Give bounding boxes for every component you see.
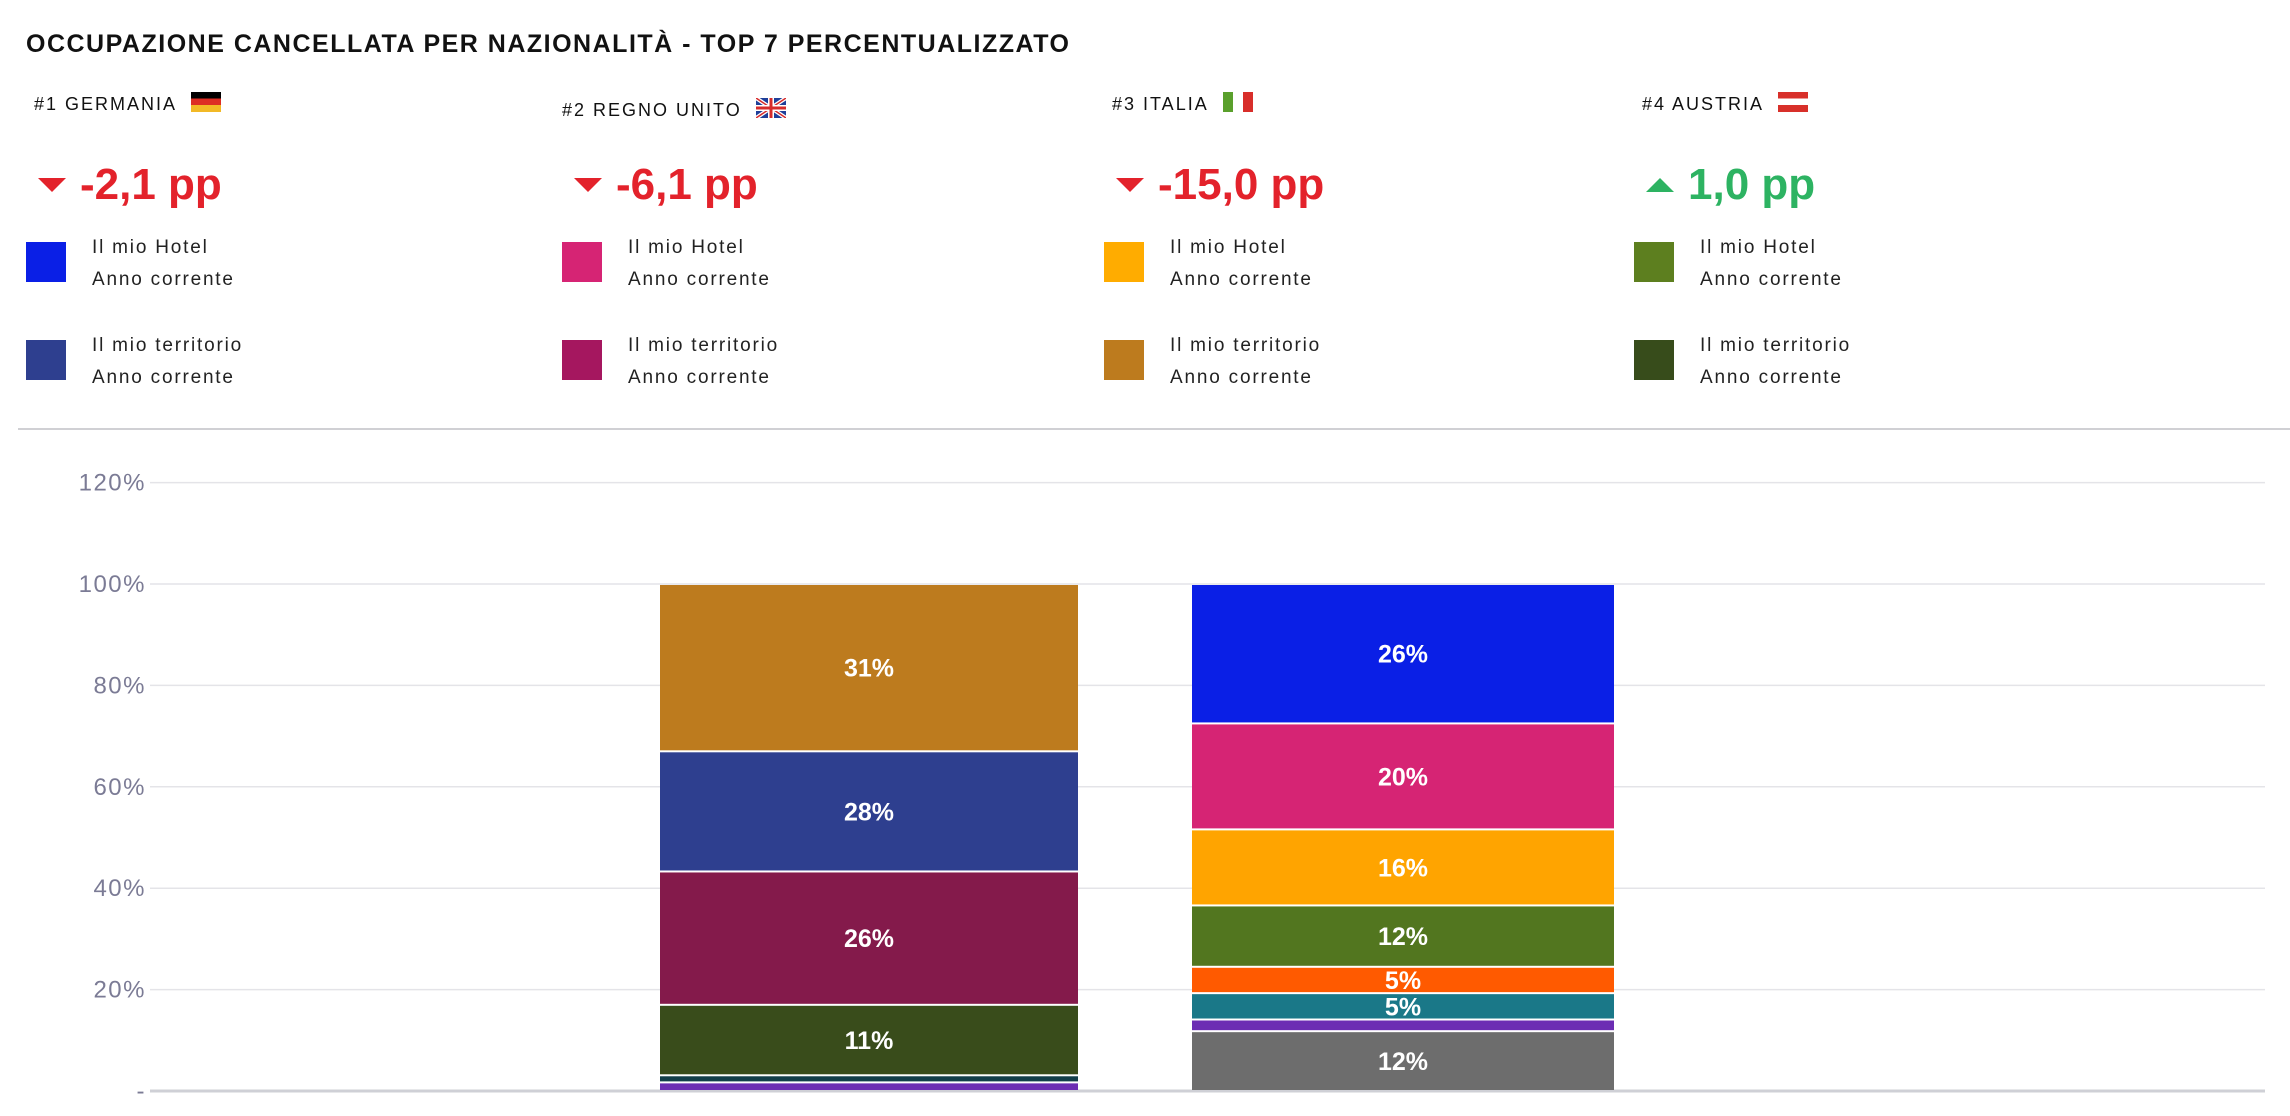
y-tick-label: 60% bbox=[93, 774, 146, 801]
y-tick-label: 100% bbox=[79, 571, 146, 598]
y-tick-label: 40% bbox=[93, 875, 146, 902]
bar-segment bbox=[660, 1076, 1078, 1082]
legend-item: Il mio territorio Anno corrente bbox=[26, 330, 243, 394]
legend-label: Il mio territorio bbox=[1170, 335, 1321, 356]
legend-label: Il mio territorio bbox=[1700, 335, 1851, 356]
country-rank: #4 AUSTRIA bbox=[1642, 94, 1765, 114]
data-label: 31% bbox=[844, 655, 894, 683]
legend-swatch bbox=[1104, 242, 1144, 282]
delta-text: -15,0 pp bbox=[1158, 160, 1325, 209]
legend-label: Il mio Hotel bbox=[1700, 237, 1817, 258]
bar-segment bbox=[1192, 830, 1614, 905]
legend-sublabel: Anno corrente bbox=[1170, 269, 1313, 290]
legend-item: Il mio territorio Anno corrente bbox=[1104, 330, 1321, 394]
arrow-down-icon bbox=[574, 178, 602, 192]
bar-segment bbox=[1192, 1032, 1614, 1090]
bar-segment bbox=[660, 752, 1078, 871]
legend-sublabel: Anno corrente bbox=[1700, 367, 1843, 388]
legend-item: Il mio territorio Anno corrente bbox=[1634, 330, 1851, 394]
bar-segment bbox=[1192, 1020, 1614, 1031]
legend-item: Il mio Hotel Anno corrente bbox=[1634, 232, 1843, 296]
data-label: 12% bbox=[1378, 923, 1428, 951]
legend-sublabel: Anno corrente bbox=[92, 269, 235, 290]
data-label: 5% bbox=[1385, 967, 1421, 995]
data-label: 20% bbox=[1378, 763, 1428, 791]
legend-item: Il mio Hotel Anno corrente bbox=[26, 232, 235, 296]
country-label: #4 AUSTRIA bbox=[1642, 92, 1809, 117]
legend-sublabel: Anno corrente bbox=[92, 367, 235, 388]
delta-text: -6,1 pp bbox=[616, 160, 758, 209]
bar-segment bbox=[1192, 585, 1614, 723]
country-label: #2 REGNO UNITO bbox=[562, 98, 786, 123]
arrow-up-icon bbox=[1646, 178, 1674, 192]
country-label: #1 GERMANIA bbox=[34, 92, 222, 117]
data-label: 5% bbox=[1385, 993, 1421, 1021]
bar-segment bbox=[1192, 994, 1614, 1019]
arrow-down-icon bbox=[1116, 178, 1144, 192]
legend-item: Il mio territorio Anno corrente bbox=[562, 330, 779, 394]
legend-sublabel: Anno corrente bbox=[628, 367, 771, 388]
data-label: 26% bbox=[844, 925, 894, 953]
y-tick-label: 80% bbox=[93, 672, 146, 699]
legend-label: Il mio Hotel bbox=[1170, 237, 1287, 258]
uk-flag-icon bbox=[755, 98, 786, 123]
chart-title: OCCUPAZIONE CANCELLATA PER NAZIONALITÀ -… bbox=[26, 30, 1071, 58]
data-label: 12% bbox=[1378, 1048, 1428, 1076]
delta-text: -2,1 pp bbox=[80, 160, 222, 209]
legend-sublabel: Anno corrente bbox=[1170, 367, 1313, 388]
legend-swatch bbox=[1634, 340, 1674, 380]
data-label: 11% bbox=[845, 1027, 894, 1055]
delta-text: 1,0 pp bbox=[1688, 160, 1816, 209]
legend-swatch bbox=[1634, 242, 1674, 282]
country-label: #3 ITALIA bbox=[1112, 92, 1253, 117]
legend-item: Il mio Hotel Anno corrente bbox=[1104, 232, 1313, 296]
data-label: 26% bbox=[1378, 641, 1428, 669]
italy-flag-icon bbox=[1222, 92, 1253, 117]
y-tick-label: - bbox=[137, 1078, 147, 1105]
legend-sublabel: Anno corrente bbox=[628, 269, 771, 290]
data-label: 28% bbox=[844, 798, 894, 826]
legend-swatch bbox=[26, 242, 66, 282]
legend-label: Il mio territorio bbox=[628, 335, 779, 356]
legend-swatch bbox=[26, 340, 66, 380]
bar-segment bbox=[660, 1083, 1078, 1090]
legend-label: Il mio Hotel bbox=[92, 237, 209, 258]
delta-value: 1,0 pp bbox=[1646, 160, 1815, 210]
country-rank: #3 ITALIA bbox=[1112, 94, 1209, 114]
y-tick-label: 20% bbox=[93, 977, 146, 1004]
y-tick-label: 120% bbox=[79, 470, 146, 497]
country-rank: #2 REGNO UNITO bbox=[562, 100, 742, 120]
bar-segment bbox=[660, 1005, 1078, 1075]
data-label: 16% bbox=[1378, 854, 1428, 882]
legend-swatch bbox=[562, 340, 602, 380]
bar-segment bbox=[660, 872, 1078, 1004]
bar-segment bbox=[660, 585, 1078, 751]
bar-segment bbox=[1192, 724, 1614, 829]
legend-item: Il mio Hotel Anno corrente bbox=[562, 232, 771, 296]
legend-label: Il mio territorio bbox=[92, 335, 243, 356]
bar-segment bbox=[1192, 906, 1614, 966]
germany-flag-icon bbox=[191, 92, 222, 117]
legend-swatch bbox=[562, 242, 602, 282]
delta-value: -6,1 pp bbox=[574, 160, 758, 210]
arrow-down-icon bbox=[38, 178, 66, 192]
legend-label: Il mio Hotel bbox=[628, 237, 745, 258]
delta-value: -2,1 pp bbox=[38, 160, 222, 210]
legend-sublabel: Anno corrente bbox=[1700, 269, 1843, 290]
austria-flag-icon bbox=[1778, 92, 1809, 117]
delta-value: -15,0 pp bbox=[1116, 160, 1324, 210]
country-rank: #1 GERMANIA bbox=[34, 94, 178, 114]
legend-swatch bbox=[1104, 340, 1144, 380]
bar-segment bbox=[1192, 967, 1614, 993]
divider bbox=[18, 428, 2290, 430]
